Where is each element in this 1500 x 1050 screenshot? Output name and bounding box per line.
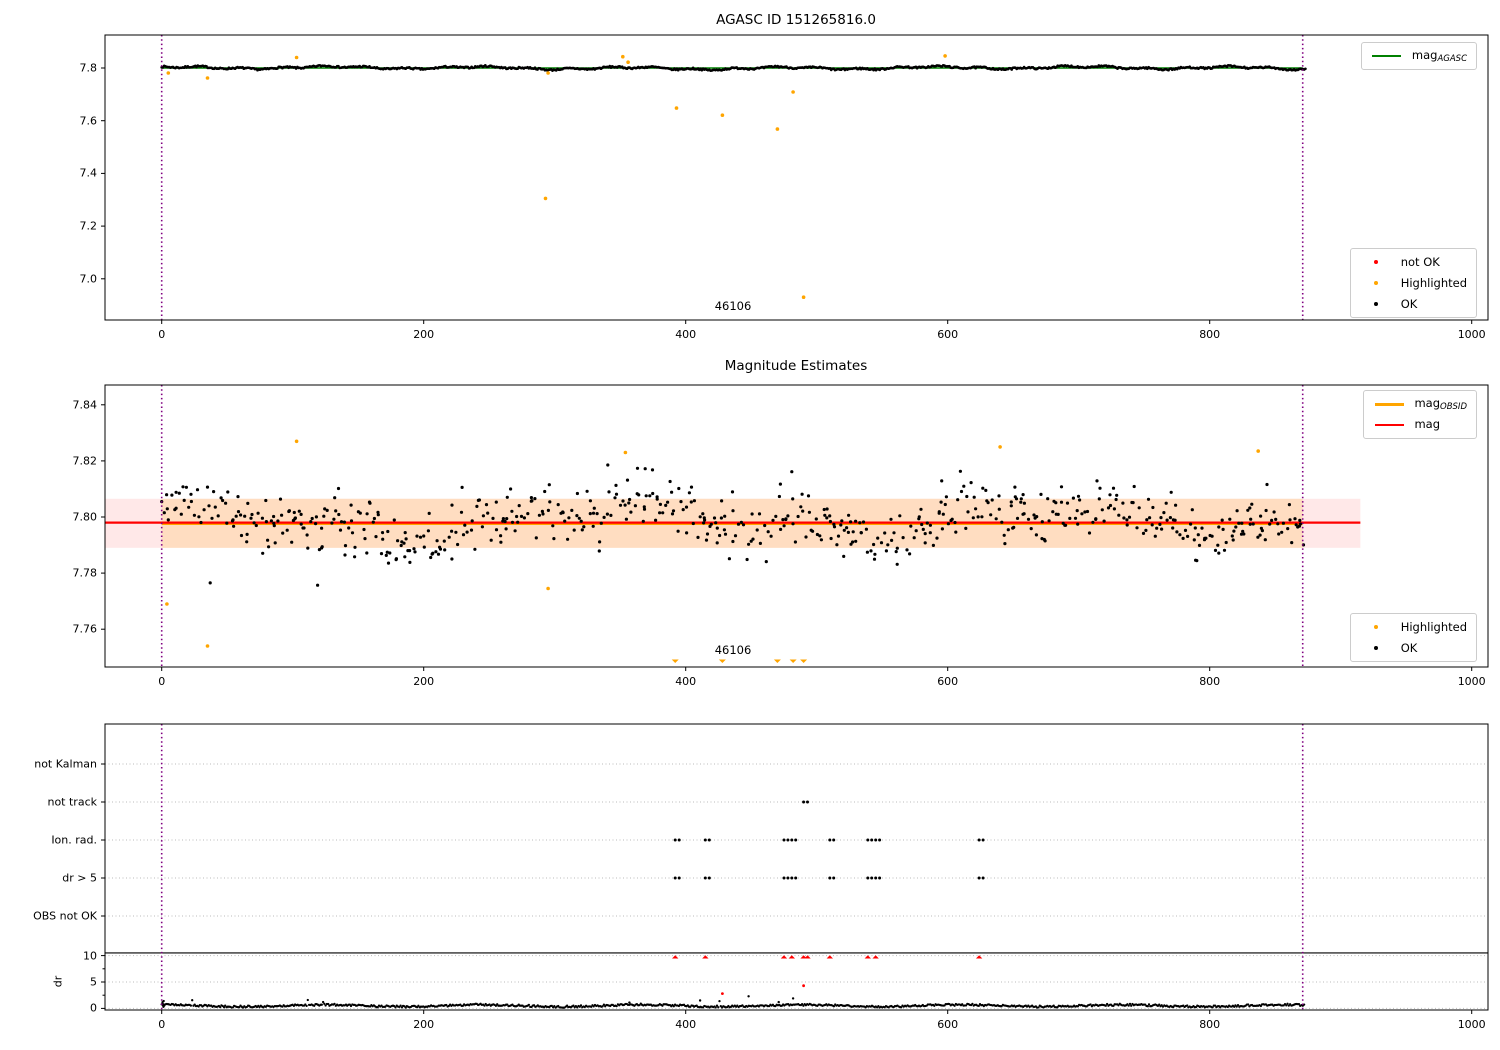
x-tick-label: 400	[675, 675, 697, 688]
category-label: not track	[47, 795, 97, 809]
panel2-obsid-annotation: 46106	[714, 643, 752, 657]
red-line-icon	[1371, 424, 1407, 426]
y-tick-label: 7.0	[79, 272, 98, 286]
legend-mag-lines: magOBSID mag	[1363, 390, 1477, 439]
black-dot-icon	[1358, 646, 1394, 650]
legend-item-highlighted: Highlighted	[1358, 619, 1467, 635]
x-tick-label: 0	[158, 328, 166, 341]
y-tick-label: 7.80	[72, 510, 98, 524]
x-tick-label: 800	[1199, 1018, 1221, 1031]
x-tick-label: 1000	[1457, 1018, 1486, 1031]
legend-label: Highlighted	[1400, 276, 1467, 290]
legend-mag-agasc: magAGASC	[1360, 42, 1477, 70]
legend-sublabel: OBSID	[1440, 402, 1467, 412]
dr-tick-label: 0	[90, 1001, 97, 1015]
x-tick-label: 0	[158, 1018, 166, 1031]
black-dot-icon	[1358, 302, 1394, 306]
legend-item-ok: OK	[1358, 640, 1467, 656]
x-tick-label: 800	[1199, 328, 1221, 341]
legend-item-mag-obsid: magOBSID	[1371, 396, 1467, 412]
x-tick-label: 400	[675, 1018, 697, 1031]
panel1-title: AGASC ID 151265816.0	[716, 12, 876, 28]
red-dot-icon	[1358, 260, 1394, 264]
green-line-icon	[1369, 55, 1405, 57]
legend-label: mag	[1414, 417, 1441, 431]
y-tick-label: 7.76	[72, 622, 98, 636]
y-tick-label: 7.2	[79, 219, 98, 233]
y-tick-label: 7.8	[79, 61, 98, 75]
legend-sublabel: AGASC	[1437, 54, 1467, 64]
y-tick-label: 7.78	[72, 566, 98, 580]
legend-label: mag	[1414, 396, 1441, 410]
x-tick-label: 600	[937, 1018, 959, 1031]
x-tick-label: 200	[413, 328, 435, 341]
panel1-obsid-annotation: 46106	[714, 299, 752, 313]
legend-item-not-ok: not OK	[1358, 254, 1467, 270]
panel2-title: Magnitude Estimates	[724, 358, 868, 374]
y-tick-label: 7.84	[72, 398, 98, 412]
legend-item-mag: mag	[1371, 417, 1467, 433]
dr-tick-label: 10	[83, 949, 97, 963]
dr-axis-label: dr	[51, 975, 65, 988]
x-tick-label: 0	[158, 675, 166, 688]
x-tick-label: 200	[413, 1018, 435, 1031]
legend-label: OK	[1400, 641, 1418, 655]
legend-label: mag	[1411, 48, 1438, 62]
legend-label: OK	[1400, 297, 1418, 311]
legend-label: not OK	[1400, 255, 1440, 269]
orange-line-icon	[1371, 402, 1407, 406]
legend-label: Highlighted	[1400, 620, 1467, 634]
x-tick-label: 600	[937, 675, 959, 688]
legend-point-status-mid: Highlighted OK	[1349, 613, 1477, 662]
orange-dot-icon	[1358, 625, 1394, 629]
dr-tick-label: 5	[90, 975, 97, 989]
y-tick-label: 7.82	[72, 454, 98, 468]
x-tick-label: 200	[413, 675, 435, 688]
category-label: not Kalman	[34, 757, 97, 771]
x-tick-label: 800	[1199, 675, 1221, 688]
legend-item-mag-agasc: magAGASC	[1369, 48, 1467, 64]
y-tick-label: 7.6	[79, 114, 98, 128]
x-tick-label: 400	[675, 328, 697, 341]
legend-item-highlighted: Highlighted	[1358, 275, 1467, 291]
y-tick-label: 7.4	[79, 166, 98, 180]
category-label: dr > 5	[62, 871, 97, 885]
x-tick-label: 600	[937, 328, 959, 341]
legend-item-ok: OK	[1358, 296, 1467, 312]
legend-point-status-top: not OK Highlighted OK	[1349, 248, 1477, 318]
orange-dot-icon	[1358, 281, 1394, 285]
category-label: Ion. rad.	[51, 833, 97, 847]
category-label: OBS not OK	[33, 909, 97, 923]
x-tick-label: 1000	[1457, 675, 1486, 688]
x-tick-label: 1000	[1457, 328, 1486, 341]
